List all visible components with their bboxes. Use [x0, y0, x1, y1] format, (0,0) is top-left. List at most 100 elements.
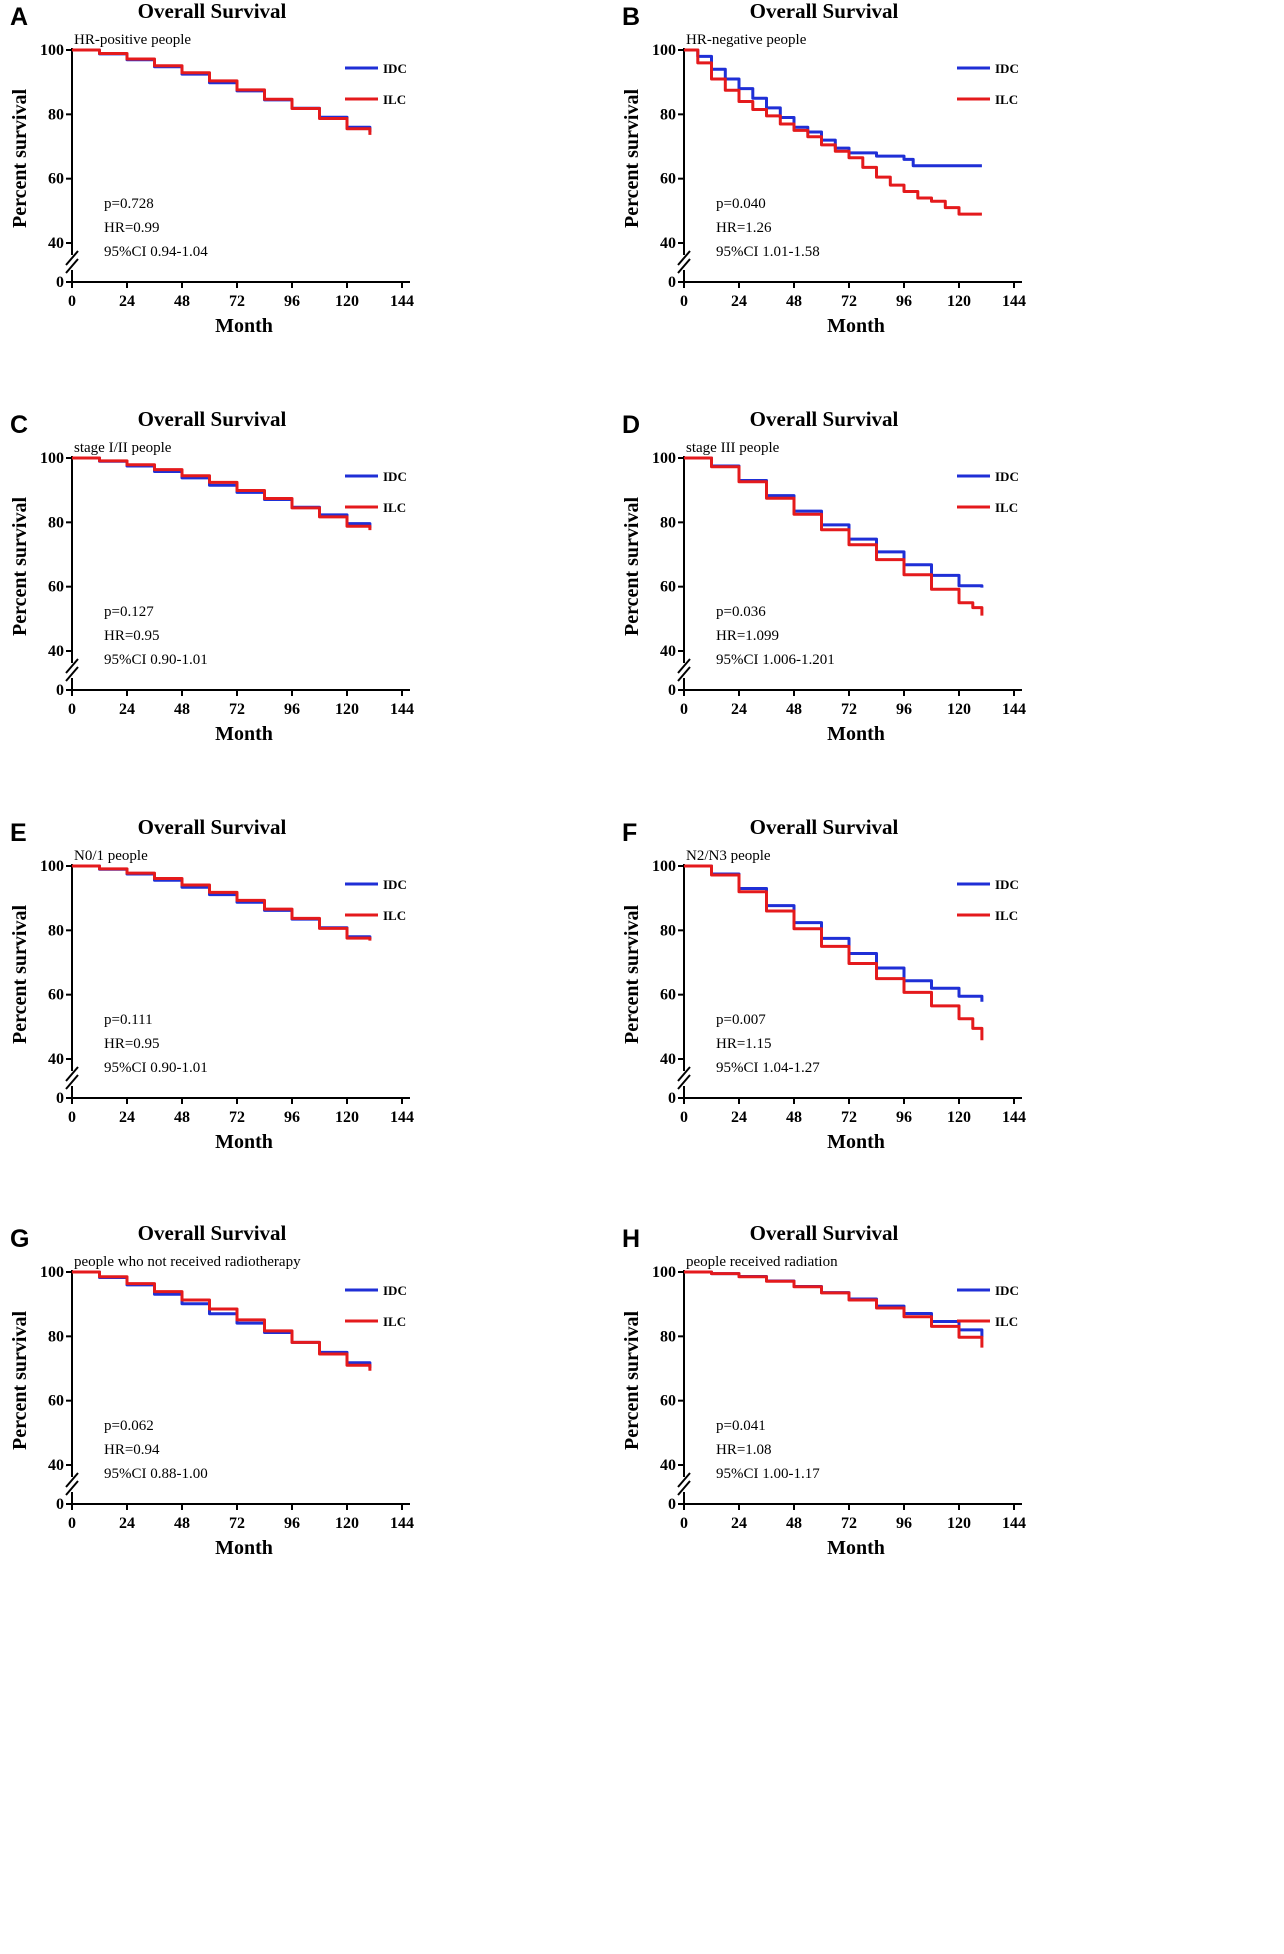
x-tick-label: 96: [896, 1109, 912, 1126]
survival-curve-ilc: [72, 1270, 372, 1371]
stat-annotation: 95%CI 0.88-1.00: [104, 1466, 208, 1482]
x-tick-label: 0: [68, 701, 76, 718]
stat-annotation: p=0.728: [104, 196, 154, 212]
x-tick-label: 0: [68, 1515, 76, 1532]
y-tick-label: 0: [56, 682, 64, 699]
y-tick-label: 40: [48, 1457, 64, 1474]
survival-curve-ilc: [684, 1270, 984, 1348]
y-tick-label: 60: [48, 579, 64, 596]
stat-annotation: 95%CI 1.01-1.58: [716, 244, 820, 260]
x-tick-label: 96: [896, 701, 912, 718]
y-tick-label: 80: [48, 514, 64, 531]
axis-break-mark: [677, 258, 691, 274]
x-tick-label: 144: [1002, 1109, 1026, 1126]
y-tick-label: 40: [48, 643, 64, 660]
x-tick-label: 96: [284, 293, 300, 310]
x-axis-label: Month: [215, 315, 273, 337]
stat-annotation: 95%CI 1.04-1.27: [716, 1060, 820, 1076]
chart-subtitle: people who not received radiotherapy: [74, 1254, 301, 1270]
x-axis-label: Month: [827, 1537, 885, 1559]
x-tick-label: 0: [68, 293, 76, 310]
y-tick-label: 0: [668, 682, 676, 699]
axis-break-mark: [677, 666, 691, 682]
x-tick-label: 120: [947, 1515, 971, 1532]
panel-letter: E: [10, 819, 27, 847]
stat-annotation: HR=0.95: [104, 1036, 160, 1052]
axis-break-mark: [65, 250, 79, 266]
y-tick-label: 60: [660, 987, 676, 1004]
x-tick-label: 48: [786, 1109, 802, 1126]
chart-subtitle: HR-negative people: [686, 32, 807, 48]
x-tick-label: 48: [174, 1515, 190, 1532]
x-tick-label: 24: [119, 293, 135, 310]
y-tick-label: 60: [48, 171, 64, 188]
axis-break-mark: [65, 666, 79, 682]
legend-label-idc: IDC: [995, 877, 1019, 892]
x-tick-label: 120: [335, 293, 359, 310]
x-tick-label: 0: [680, 293, 688, 310]
legend-label-idc: IDC: [995, 469, 1019, 484]
y-tick-label: 100: [652, 42, 676, 59]
x-tick-label: 48: [786, 1515, 802, 1532]
x-axis-label: Month: [215, 1131, 273, 1153]
panel-letter: A: [10, 3, 28, 31]
y-tick-label: 60: [660, 579, 676, 596]
y-tick-label: 80: [48, 922, 64, 939]
y-tick-label: 0: [668, 1496, 676, 1513]
x-tick-label: 72: [229, 1109, 245, 1126]
x-axis-label: Month: [827, 315, 885, 337]
chart-title: Overall Survival: [750, 815, 899, 839]
x-tick-label: 48: [174, 1109, 190, 1126]
x-tick-label: 120: [335, 701, 359, 718]
x-tick-label: 144: [1002, 701, 1026, 718]
x-tick-label: 72: [841, 293, 857, 310]
stat-annotation: p=0.040: [716, 196, 766, 212]
y-tick-label: 40: [660, 643, 676, 660]
y-tick-label: 100: [652, 1264, 676, 1281]
y-tick-label: 80: [48, 106, 64, 123]
y-tick-label: 0: [56, 274, 64, 291]
stat-annotation: HR=0.99: [104, 220, 160, 236]
axis-break-mark: [677, 250, 691, 266]
y-axis-label: Percent survival: [621, 497, 643, 636]
x-tick-label: 96: [896, 293, 912, 310]
stat-annotation: 95%CI 0.90-1.01: [104, 652, 208, 668]
legend-label-ilc: ILC: [995, 500, 1018, 515]
x-tick-label: 48: [786, 701, 802, 718]
y-tick-label: 60: [48, 987, 64, 1004]
y-axis-label: Percent survival: [621, 1311, 643, 1450]
x-tick-label: 96: [896, 1515, 912, 1532]
panel-a: A Overall Survival HR-positive people 100 80…: [9, 0, 414, 337]
x-tick-label: 24: [119, 701, 135, 718]
axis-break-mark: [677, 658, 691, 674]
legend-label-ilc: ILC: [383, 1314, 406, 1329]
panel-letter: H: [622, 1225, 640, 1253]
panel-letter: B: [622, 3, 640, 31]
y-tick-label: 0: [56, 1090, 64, 1107]
y-axis-label: Percent survival: [621, 905, 643, 1044]
x-tick-label: 48: [174, 293, 190, 310]
y-tick-label: 100: [40, 858, 64, 875]
panel-d: D Overall Survival stage III people 100 80 60…: [621, 407, 1026, 745]
x-tick-label: 24: [119, 1515, 135, 1532]
y-tick-label: 60: [48, 1393, 64, 1410]
panel-f: F Overall Survival N2/N3 people 100 80 60 40 00…: [621, 815, 1026, 1153]
x-tick-label: 72: [229, 701, 245, 718]
x-tick-label: 144: [390, 701, 414, 718]
x-tick-label: 0: [680, 1109, 688, 1126]
legend-label-ilc: ILC: [383, 92, 406, 107]
survival-curve-ilc: [72, 456, 372, 531]
survival-curve-ilc: [684, 456, 984, 616]
axis-break-mark: [65, 1066, 79, 1082]
y-tick-label: 80: [48, 1328, 64, 1345]
x-tick-label: 120: [335, 1109, 359, 1126]
legend-label-idc: IDC: [995, 61, 1019, 76]
x-tick-label: 48: [174, 701, 190, 718]
chart-title: Overall Survival: [750, 1221, 899, 1245]
y-tick-label: 100: [40, 450, 64, 467]
stat-annotation: HR=0.95: [104, 628, 160, 644]
panel-c: C Overall Survival stage I/II people 100 80 6…: [9, 407, 414, 745]
legend-label-ilc: ILC: [995, 92, 1018, 107]
y-tick-label: 0: [668, 274, 676, 291]
y-tick-label: 0: [56, 1496, 64, 1513]
